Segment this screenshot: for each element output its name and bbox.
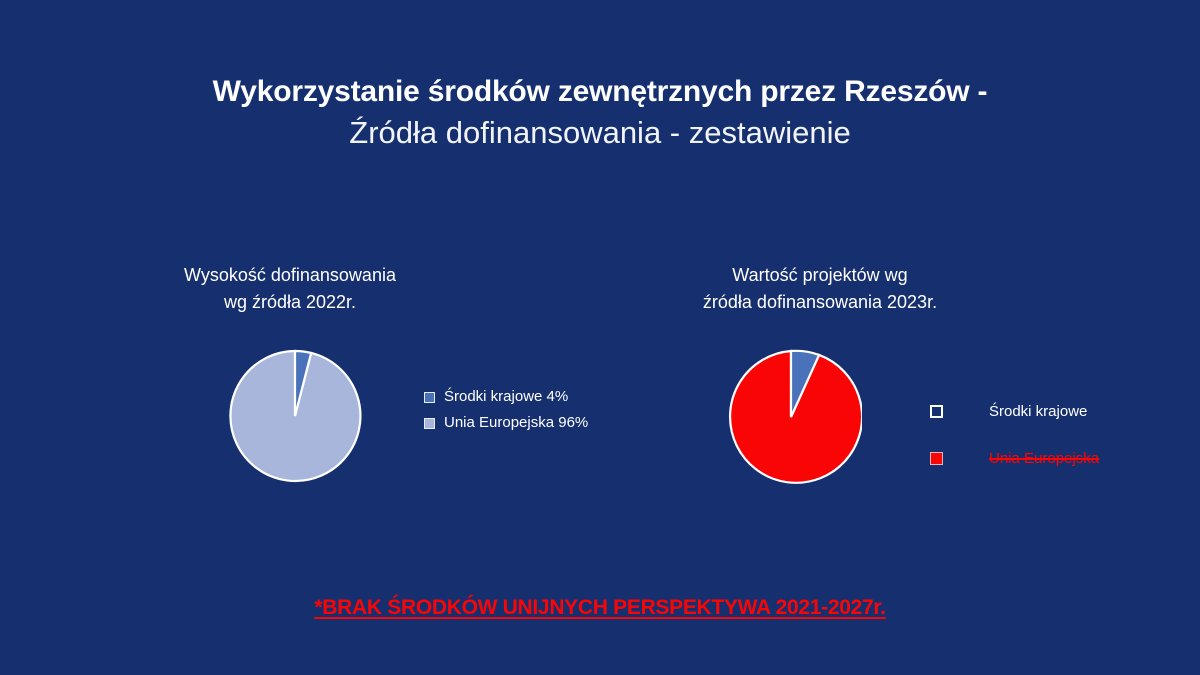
pie-slice-right-srodki-krajowe xyxy=(789,349,821,418)
legend-swatch-icon-unia-europejska xyxy=(930,452,943,465)
chart-area-left: Środki krajowe 4% Unia Europejska 96% xyxy=(120,346,660,496)
legend-label-unia-europejska: Unia Europejska xyxy=(989,449,1100,467)
chart-panel-right: Wartość projektów wg źródła dofinansowan… xyxy=(640,262,1180,496)
legend-item-unia-europejska[interactable]: Unia Europejska xyxy=(930,435,1099,482)
slide-title-line-1: Wykorzystanie środków zewnętrznych przez… xyxy=(212,75,988,108)
pie-slice-right-unia-europejska xyxy=(728,349,862,484)
legend-swatch-icon-srodki-krajowe xyxy=(930,405,943,418)
slide-title-line-2: Źródła dofinansowania - zestawienie xyxy=(349,115,851,150)
footer-note-text: *BRAK ŚRODKÓW UNIJNYCH PERSPEKTYWA 2021-… xyxy=(314,596,886,619)
pie-chart-right-svg xyxy=(728,349,862,484)
chart-title-left-line-1: Wysokość dofinansowania xyxy=(184,265,396,285)
legend-item-unia-europejska[interactable]: Unia Europejska 96% xyxy=(424,410,588,436)
legend-label-srodki-krajowe: Środki krajowe xyxy=(989,402,1088,420)
legend-swatch-icon-unia-europejska xyxy=(424,417,435,429)
chart-title-right-line-1: Wartość projektów wg xyxy=(732,265,908,285)
legend-label-unia-europejska: Unia Europejska 96% xyxy=(444,414,589,431)
legend-label-srodki-krajowe: Środki krajowe 4% xyxy=(444,388,569,405)
chart-title-left: Wysokość dofinansowania wg źródła 2022r. xyxy=(120,262,460,316)
pie-chart-left-svg xyxy=(229,349,362,483)
chart-title-right: Wartość projektów wg źródła dofinansowan… xyxy=(650,262,990,316)
legend-swatch-icon-srodki-krajowe xyxy=(424,391,435,403)
chart-title-left-line-2: wg źródła 2022r. xyxy=(223,292,357,312)
slide-title: Wykorzystanie środków zewnętrznych przez… xyxy=(0,72,1200,154)
pie-chart-left xyxy=(225,346,365,486)
legend-item-srodki-krajowe[interactable]: Środki krajowe xyxy=(930,388,1099,435)
chart-area-right: Środki krajowe Unia Europejska xyxy=(640,346,1180,496)
chart-title-right-line-2: źródła dofinansowania 2023r. xyxy=(702,292,938,312)
chart-legend-left: Środki krajowe 4% Unia Europejska 96% xyxy=(424,384,588,436)
legend-item-srodki-krajowe[interactable]: Środki krajowe 4% xyxy=(424,384,588,410)
chart-legend-right: Środki krajowe Unia Europejska xyxy=(930,388,1099,482)
pie-chart-right xyxy=(720,346,862,488)
pie-slice-left-srodki-krajowe xyxy=(293,349,313,417)
footer-note: *BRAK ŚRODKÓW UNIJNYCH PERSPEKTYWA 2021-… xyxy=(0,596,1200,620)
chart-panel-left: Wysokość dofinansowania wg źródła 2022r.… xyxy=(120,262,660,496)
